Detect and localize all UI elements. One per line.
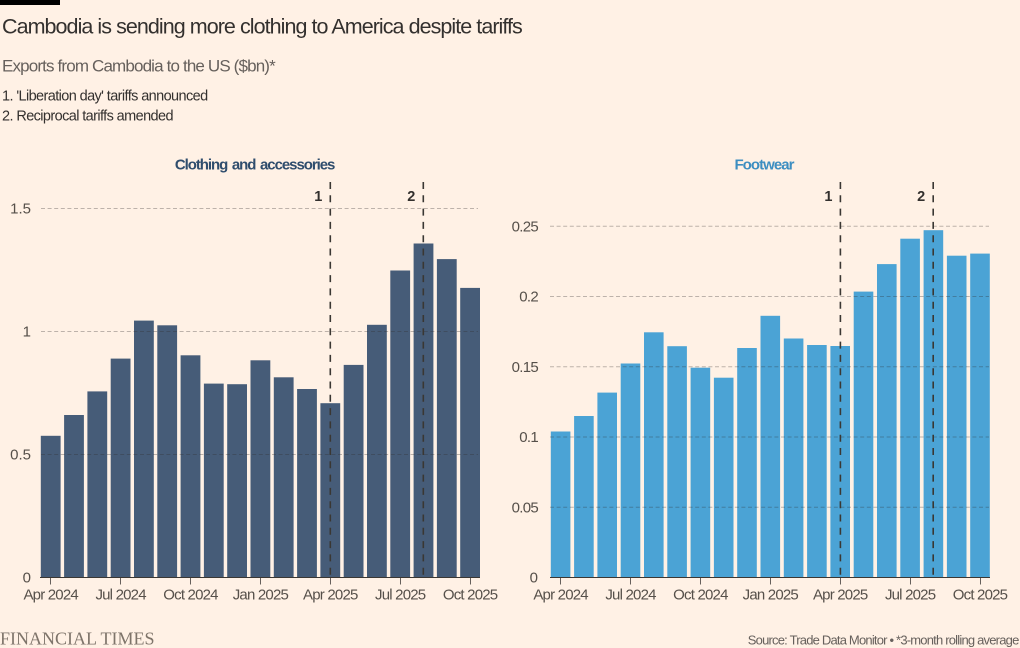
svg-text:Oct 2025: Oct 2025	[443, 587, 498, 604]
svg-text:2: 2	[407, 189, 415, 205]
svg-text:Apr 2024: Apr 2024	[23, 587, 78, 604]
svg-text:0: 0	[530, 570, 538, 587]
svg-text:0: 0	[23, 570, 31, 587]
svg-text:Oct 2025: Oct 2025	[953, 587, 1008, 604]
svg-text:Source: Trade Data Monitor • *: Source: Trade Data Monitor • *3-month ro…	[748, 633, 1019, 648]
svg-text:Footwear: Footwear	[734, 157, 794, 174]
svg-text:Jul 2024: Jul 2024	[95, 587, 146, 604]
svg-text:Apr 2025: Apr 2025	[303, 587, 358, 604]
svg-text:1. 'Liberation day' tariffs an: 1. 'Liberation day' tariffs announced	[2, 89, 208, 105]
svg-text:Jul 2024: Jul 2024	[605, 587, 656, 604]
svg-text:2. Reciprocal tariffs amended: 2. Reciprocal tariffs amended	[2, 109, 173, 125]
svg-text:0.25: 0.25	[512, 218, 539, 235]
svg-text:Cambodia is sending more cloth: Cambodia is sending more clothing to Ame…	[2, 15, 522, 39]
svg-text:0.2: 0.2	[519, 289, 538, 306]
svg-text:0.05: 0.05	[512, 499, 539, 516]
svg-text:1: 1	[23, 324, 31, 341]
svg-text:Clothing and accessories: Clothing and accessories	[175, 157, 335, 174]
svg-text:0.5: 0.5	[10, 447, 31, 464]
svg-text:FINANCIAL TIMES: FINANCIAL TIMES	[0, 629, 155, 648]
svg-text:Jan 2025: Jan 2025	[233, 587, 289, 604]
svg-text:0.15: 0.15	[512, 359, 539, 376]
svg-text:Jul 2025: Jul 2025	[885, 587, 936, 604]
svg-text:0.1: 0.1	[519, 429, 538, 446]
svg-text:Apr 2025: Apr 2025	[813, 587, 868, 604]
svg-text:Oct 2024: Oct 2024	[163, 587, 218, 604]
svg-text:2: 2	[917, 189, 925, 205]
svg-text:1: 1	[824, 189, 832, 205]
svg-text:Apr 2024: Apr 2024	[533, 587, 588, 604]
svg-text:1.5: 1.5	[10, 201, 31, 218]
svg-text:Jan 2025: Jan 2025	[743, 587, 799, 604]
svg-text:Jul 2025: Jul 2025	[375, 587, 426, 604]
svg-text:Oct 2024: Oct 2024	[673, 587, 728, 604]
svg-text:1: 1	[314, 189, 322, 205]
svg-text:Exports from Cambodia to the U: Exports from Cambodia to the US ($bn)*	[2, 57, 276, 76]
